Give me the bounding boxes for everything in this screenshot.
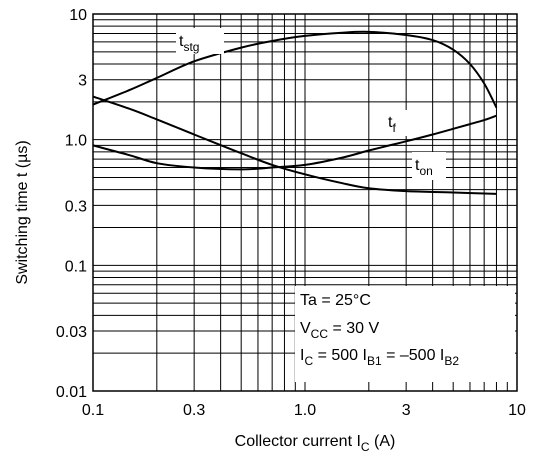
x-tick-label: 0.1 bbox=[82, 402, 104, 419]
series-line-ton bbox=[92, 114, 497, 171]
ton-label-background bbox=[412, 152, 446, 180]
y-tick-label: 0.03 bbox=[56, 324, 87, 341]
plot-frame bbox=[92, 13, 518, 392]
series-label-tf: tf bbox=[388, 114, 396, 135]
x-tick-label: 1.0 bbox=[294, 402, 316, 419]
series-line-tf bbox=[92, 95, 497, 195]
series-line-tstg bbox=[92, 30, 498, 109]
y-tick-label: 10 bbox=[69, 7, 87, 24]
x-tick-label: 10 bbox=[508, 402, 526, 419]
y-tick-label: 3 bbox=[78, 73, 87, 90]
series-label-tstg: tstg bbox=[179, 33, 199, 54]
tf-label-background bbox=[386, 110, 408, 136]
series-group bbox=[92, 30, 498, 195]
y-tick-label: 0.01 bbox=[56, 384, 87, 401]
y-tick-labels: 0.01 0.03 0.1 0.3 1.0 3 10 bbox=[56, 7, 87, 401]
y-axis-label: Switching time t (µs) bbox=[14, 140, 31, 284]
x-axis-label: Collector current IC (A) bbox=[235, 433, 396, 454]
conditions-box bbox=[295, 286, 515, 382]
x-tick-labels: 0.1 0.3 1.0 3 10 bbox=[82, 402, 526, 419]
series-label-ton: ton bbox=[415, 157, 433, 178]
y-tick-label: 0.1 bbox=[65, 258, 87, 275]
condition-vcc: VCC = 30 V bbox=[300, 320, 379, 341]
condition-ta: Ta = 25°C bbox=[300, 292, 371, 309]
x-tick-label: 3 bbox=[402, 402, 411, 419]
x-tick-label: 0.3 bbox=[183, 402, 205, 419]
condition-ic: IC = 500 IB1 = –500 IB2 bbox=[300, 347, 459, 368]
y-tick-label: 1.0 bbox=[65, 133, 87, 150]
tstg-label-background bbox=[176, 28, 224, 54]
y-tick-label: 0.3 bbox=[65, 198, 87, 215]
